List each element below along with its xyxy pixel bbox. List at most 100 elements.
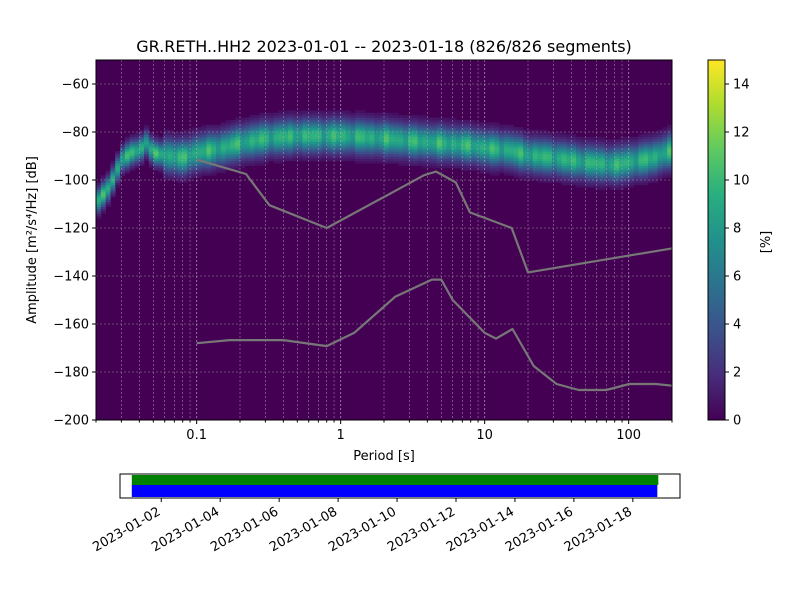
psd-cell <box>216 124 222 128</box>
psd-cell <box>422 122 428 126</box>
psd-cell <box>216 127 222 130</box>
psd-cell <box>316 134 322 138</box>
psd-cell <box>211 136 217 140</box>
psd-cell <box>369 160 375 164</box>
psd-cell <box>556 139 562 142</box>
psd-cell <box>513 168 519 171</box>
psd-cell <box>144 158 150 162</box>
psd-cell <box>268 151 274 154</box>
psd-cell <box>398 132 404 135</box>
psd-cell <box>417 120 423 123</box>
psd-cell <box>652 175 658 178</box>
psd-cell <box>451 117 457 121</box>
psd-cell <box>100 177 106 181</box>
psd-cell <box>388 139 394 142</box>
psd-cell <box>417 134 423 138</box>
psd-cell <box>633 139 639 142</box>
psd-cell <box>494 170 500 174</box>
psd-cell <box>374 129 380 133</box>
psd-cell <box>148 156 154 159</box>
psd-cell <box>240 158 246 162</box>
psd-cell <box>331 141 337 145</box>
psd-cell <box>96 208 102 212</box>
psd-cell <box>244 153 250 157</box>
psd-cell <box>441 153 447 157</box>
psd-cell <box>110 163 116 166</box>
psd-cell <box>523 172 529 176</box>
psd-cell <box>158 139 164 142</box>
psd-cell <box>350 153 356 157</box>
psd-cell <box>432 132 438 135</box>
psd-cell <box>120 163 126 166</box>
psd-cell <box>624 153 630 157</box>
psd-cell <box>662 136 668 140</box>
psd-cell <box>244 132 250 135</box>
psd-cell <box>259 115 265 118</box>
psd-cell <box>340 134 346 138</box>
psd-cell <box>523 146 529 150</box>
psd-cell <box>268 153 274 157</box>
psd-cell <box>230 139 236 142</box>
psd-cell <box>105 182 111 186</box>
psd-cell <box>321 112 327 116</box>
psd-cell <box>326 129 332 133</box>
psd-cell <box>168 170 174 174</box>
psd-cell <box>408 115 414 118</box>
psd-cell <box>628 175 634 178</box>
psd-cell <box>412 156 418 159</box>
psd-cell <box>134 156 140 159</box>
psd-cell <box>364 117 370 121</box>
psd-cell <box>321 158 327 162</box>
psd-cell <box>225 165 231 169</box>
psd-cell <box>168 134 174 138</box>
psd-cell <box>547 144 553 147</box>
psd-cell <box>316 156 322 159</box>
psd-cell <box>580 168 586 171</box>
psd-cell <box>384 139 390 142</box>
psd-cell <box>580 136 586 140</box>
psd-cell <box>336 115 342 118</box>
psd-cell <box>307 115 313 118</box>
psd-cell <box>470 129 476 133</box>
psd-cell <box>297 156 303 159</box>
psd-cell <box>355 112 361 116</box>
psd-cell <box>369 120 375 123</box>
psd-cell <box>662 153 668 157</box>
psd-cell <box>484 132 490 135</box>
psd-cell <box>168 168 174 171</box>
psd-cell <box>436 160 442 164</box>
psd-cell <box>172 146 178 150</box>
psd-cell <box>235 136 241 140</box>
psd-cell <box>600 139 606 142</box>
psd-cell <box>638 151 644 154</box>
psd-cell <box>350 124 356 128</box>
psd-cell <box>628 172 634 176</box>
psd-cell <box>388 112 394 116</box>
psd-cell <box>307 141 313 145</box>
psd-cell <box>552 148 558 152</box>
psd-cell <box>201 148 207 152</box>
psd-cell <box>518 165 524 169</box>
psd-cell <box>451 134 457 138</box>
psd-cell <box>220 129 226 133</box>
psd-cell <box>235 151 241 154</box>
psd-cell <box>628 182 634 186</box>
psd-cell <box>379 115 385 118</box>
psd-cell <box>278 110 284 114</box>
psd-cell <box>556 163 562 166</box>
psd-cell <box>283 158 289 162</box>
psd-cell <box>316 110 322 114</box>
psd-cell <box>460 146 466 150</box>
psd-cell <box>254 129 260 133</box>
psd-cell <box>264 117 270 121</box>
psd-cell <box>547 168 553 171</box>
psd-cell <box>288 153 294 157</box>
psd-cell <box>273 144 279 147</box>
psd-cell <box>196 170 202 174</box>
psd-cell <box>657 139 663 142</box>
psd-cell <box>432 127 438 130</box>
psd-cell <box>259 163 265 166</box>
psd-cell <box>480 141 486 145</box>
psd-cell <box>504 172 510 176</box>
psd-cell <box>379 156 385 159</box>
